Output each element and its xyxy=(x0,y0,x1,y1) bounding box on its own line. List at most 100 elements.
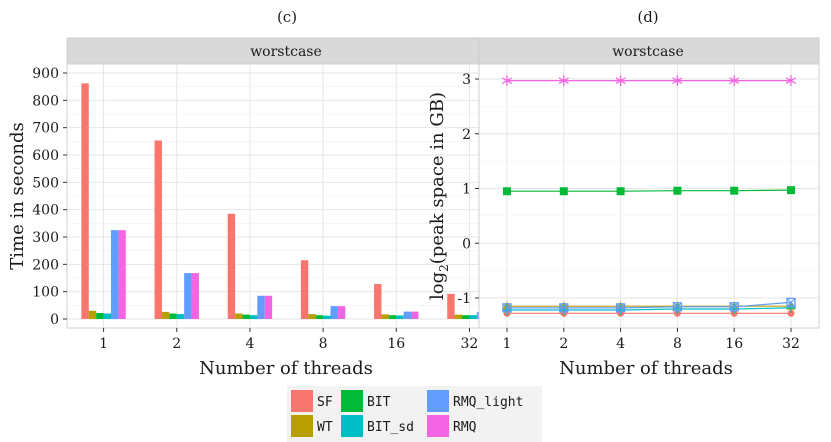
chart-c-y-tick-label: 800 xyxy=(32,93,59,109)
point-bit-sd-1 xyxy=(502,305,512,316)
bar-rmq-light-4 xyxy=(257,295,265,319)
legend-background xyxy=(287,386,542,442)
bar-bit-16 xyxy=(388,315,397,319)
point-rmq-16 xyxy=(729,75,740,87)
bar-bit-sd-4 xyxy=(249,315,258,319)
chart-c-x-tick-label: 32 xyxy=(461,336,479,352)
point-rmq-8 xyxy=(672,75,683,87)
chart-d-y-tick-label: 0 xyxy=(462,236,471,252)
chart-d-x-tick-label: 2 xyxy=(559,336,568,352)
bar-bit-8 xyxy=(315,315,324,319)
legend-swatch-sf xyxy=(291,390,313,412)
chart-c-x-tick-label: 16 xyxy=(387,336,405,352)
chart-c-gridlines xyxy=(67,64,506,328)
bar-wt-32 xyxy=(454,314,463,319)
point-rmq-light-1 xyxy=(502,303,512,313)
chart-c-y-tick-label: 900 xyxy=(32,66,59,82)
chart-d-x-axis-label: Number of threads xyxy=(559,358,733,379)
bar-bit-sd-16 xyxy=(396,315,404,319)
point-rmq-light-8 xyxy=(672,302,683,312)
chart-d-x-tick-label: 16 xyxy=(725,336,743,352)
point-rmq-1 xyxy=(501,75,513,87)
chart-d-x-tick-label: 32 xyxy=(782,336,800,352)
point-bit-sd-32 xyxy=(786,302,796,313)
chart-d-gridlines xyxy=(479,64,819,328)
point-rmq-2 xyxy=(558,75,569,87)
legend-swatch-bit xyxy=(341,390,363,412)
chart-c-y-tick-label: 400 xyxy=(32,203,59,219)
point-rmq-4 xyxy=(615,75,626,87)
legend-label-sf: SF xyxy=(317,395,333,410)
chart-c-x-axis-label: Number of threads xyxy=(199,358,373,379)
bar-wt-2 xyxy=(161,311,170,319)
chart-d-y-tick-label: 3 xyxy=(462,72,471,88)
legend-label-rmq: RMQ xyxy=(453,420,477,435)
legend: SF WT BIT BIT_sd RMQ_light RMQ xyxy=(287,386,542,442)
chart-d: (d) worstcase -1 0 1 2 3 1 2 4 8 16 32 Number of t… xyxy=(427,8,820,379)
line-bit-sd xyxy=(507,307,792,311)
point-bit-sd-8 xyxy=(672,303,683,314)
chart-d-y-tick-label: -1 xyxy=(457,291,471,307)
bar-bit-sd-2 xyxy=(176,314,185,319)
legend-swatch-rmq-light xyxy=(427,390,449,412)
bar-sf-8 xyxy=(300,260,309,319)
bar-rmq-1 xyxy=(118,230,126,319)
bar-rmq-light-16 xyxy=(403,311,412,319)
point-sf-32 xyxy=(787,309,795,317)
chart-d-x-tick-label: 4 xyxy=(616,336,625,352)
bar-wt-4 xyxy=(235,313,243,319)
bar-bit-2 xyxy=(169,313,177,319)
chart-d-title: (d) xyxy=(637,8,658,26)
bar-sf-2 xyxy=(154,140,162,319)
bar-bit-1 xyxy=(96,312,104,319)
bar-rmq-8 xyxy=(337,306,346,319)
bar-bit-32 xyxy=(462,315,470,319)
bar-bit-sd-32 xyxy=(469,315,477,319)
chart-c-x-tick-label: 1 xyxy=(99,336,108,352)
point-rmq-light-16 xyxy=(729,302,739,312)
bar-bit-4 xyxy=(242,314,250,319)
point-rmq-light-4 xyxy=(615,303,626,313)
bar-bit-sd-1 xyxy=(103,313,111,319)
chart-c-title: (c) xyxy=(277,8,297,26)
chart-c-y-tick-label: 0 xyxy=(50,312,59,328)
chart-c-facet-label: worstcase xyxy=(250,44,322,60)
point-bit-sd-2 xyxy=(558,305,569,316)
legend-items: SF WT BIT BIT_sd RMQ_light RMQ xyxy=(291,390,523,437)
chart-c-y-tick-label: 200 xyxy=(32,257,59,273)
point-bit-8 xyxy=(673,186,682,195)
point-bit-32 xyxy=(787,186,795,195)
line-rmq-light xyxy=(507,301,792,309)
chart-c-x-tick-label: 2 xyxy=(172,336,181,352)
legend-label-bit-sd: BIT_sd xyxy=(367,420,414,435)
bar-rmq-light-1 xyxy=(110,230,119,319)
chart-d-y-tick-label: 1 xyxy=(462,182,471,198)
chart-d-facet-strip xyxy=(478,37,820,65)
point-bit-sd-4 xyxy=(615,305,626,316)
legend-label-bit: BIT xyxy=(367,395,391,410)
chart-c-y-tick-label: 700 xyxy=(32,121,59,137)
bar-rmq-4 xyxy=(264,295,273,319)
chart-c-x-tick-label: 4 xyxy=(245,336,254,352)
point-bit-sd-16 xyxy=(729,303,740,314)
chart-c-y-tick-label: 100 xyxy=(32,285,59,301)
chart-c-bars xyxy=(81,83,492,320)
legend-swatch-wt xyxy=(291,415,313,437)
chart-c-x-tick-label: 8 xyxy=(319,336,328,352)
point-bit-2 xyxy=(559,187,568,196)
point-rmq-light-2 xyxy=(559,303,569,313)
chart-d-ticks: -1 0 1 2 3 1 2 4 8 16 32 xyxy=(457,72,800,352)
bar-sf-32 xyxy=(447,293,455,319)
chart-c-y-tick-label: 300 xyxy=(32,230,59,246)
chart-d-series xyxy=(501,75,797,317)
line-bit xyxy=(507,189,792,192)
chart-d-facet-label: worstcase xyxy=(612,44,684,60)
legend-label-wt: WT xyxy=(317,420,333,435)
point-bit-1 xyxy=(503,187,511,196)
bar-sf-1 xyxy=(81,83,89,320)
bar-rmq-light-2 xyxy=(184,273,192,319)
legend-swatch-bit-sd xyxy=(341,415,363,437)
legend-swatch-rmq xyxy=(427,415,449,437)
